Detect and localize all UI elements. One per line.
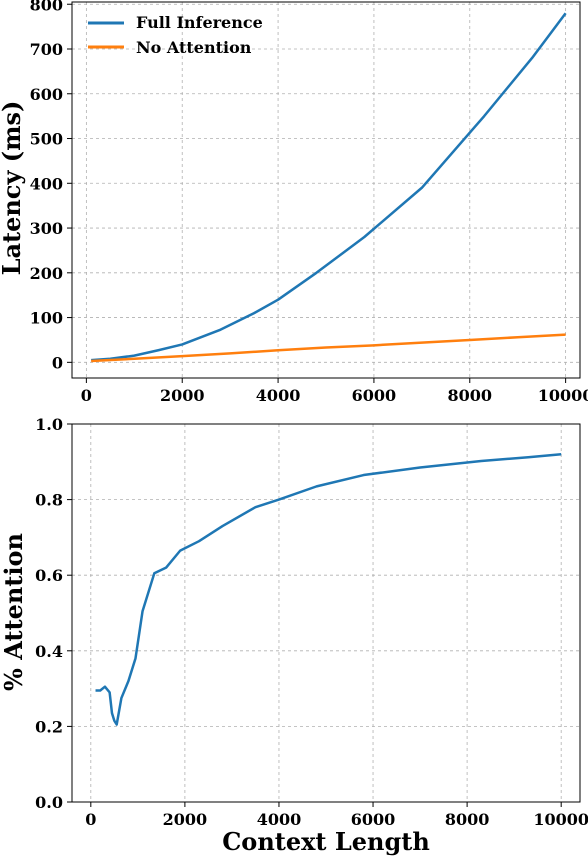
- attention-x-axis-label: Context Length: [222, 827, 430, 856]
- y-tick-label: 800: [30, 0, 63, 14]
- x-tick-label: 6000: [351, 810, 396, 829]
- y-tick-label: 400: [30, 174, 63, 193]
- x-tick-label: 2000: [163, 810, 208, 829]
- latency-legend: Full Inference No Attention: [88, 13, 263, 57]
- axes-frame: [71, 1, 581, 379]
- y-tick-label: 100: [30, 309, 63, 328]
- latency-ticks: 0 2000 4000 6000 8000 10000 0 100 200 300 400 500 60…: [30, 0, 588, 405]
- x-tick-label: 4000: [256, 386, 301, 405]
- latency-axes-frame: [71, 1, 581, 379]
- y-tick-label: 0: [52, 353, 63, 372]
- y-tick-label: 700: [30, 40, 63, 59]
- legend-label-full-inference: Full Inference: [136, 13, 263, 32]
- axes-frame: [71, 423, 581, 803]
- x-tick-label: 8000: [445, 810, 490, 829]
- x-tick-label: 2000: [160, 386, 205, 405]
- y-tick-label: 300: [30, 219, 63, 238]
- y-tick-label: 1.0: [35, 415, 63, 434]
- y-tick-label: 0.6: [35, 566, 63, 585]
- attention-panel: 0 2000 4000 6000 8000 10000 0.0 0.2 0.4 0.6 0.8 1.0…: [0, 415, 588, 856]
- attention-grid: [72, 423, 580, 803]
- latency-series: [91, 12, 567, 363]
- latency-panel: 0 2000 4000 6000 8000 10000 0 100 200 300 400 500 60…: [0, 0, 588, 405]
- y-tick-label: 0.0: [35, 793, 63, 812]
- x-tick-label: 8000: [448, 386, 493, 405]
- y-tick-label: 500: [30, 130, 63, 149]
- series-line-attention-fraction: [95, 452, 562, 726]
- latency-grid: [72, 2, 580, 378]
- attention-y-axis-label: % Attention: [0, 533, 28, 691]
- attention-series: [95, 452, 562, 726]
- series-line-no-attention: [91, 333, 566, 363]
- y-tick-label: 0.8: [35, 491, 63, 510]
- x-tick-label: 4000: [257, 810, 302, 829]
- attention-ticks: 0 2000 4000 6000 8000 10000 0.0 0.2 0.4 0.6 0.8 1.0: [35, 415, 588, 829]
- y-tick-label: 0.4: [35, 642, 63, 661]
- y-tick-label: 600: [30, 85, 63, 104]
- x-tick-label: 10000: [533, 810, 588, 829]
- attention-axes-frame: [71, 423, 581, 803]
- latency-y-axis-label: Latency (ms): [0, 101, 26, 276]
- legend-label-no-attention: No Attention: [136, 38, 252, 57]
- y-tick-label: 200: [30, 264, 63, 283]
- x-tick-label: 6000: [352, 386, 397, 405]
- series-line-full-inference: [91, 12, 567, 362]
- y-tick-label: 0.2: [35, 717, 63, 736]
- x-tick-label: 0: [81, 386, 92, 405]
- x-tick-label: 10000: [538, 386, 588, 405]
- x-tick-label: 0: [85, 810, 96, 829]
